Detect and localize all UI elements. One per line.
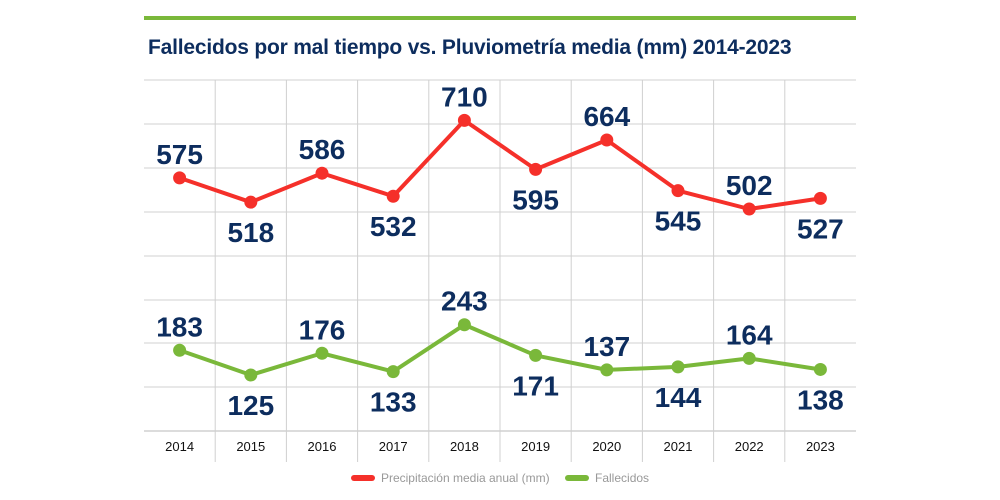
legend-label: Precipitación media anual (mm) <box>380 471 550 485</box>
data-point <box>386 189 400 203</box>
series-line-0 <box>178 118 821 211</box>
data-point <box>386 365 400 379</box>
x-tick-label: 2016 <box>308 439 337 454</box>
data-point <box>813 191 827 205</box>
data-point <box>457 113 471 127</box>
data-point <box>457 318 471 332</box>
data-label: 527 <box>797 213 844 244</box>
data-point <box>671 360 685 374</box>
legend-swatch-red <box>350 475 375 481</box>
data-point <box>742 351 756 365</box>
data-label: 664 <box>583 101 630 132</box>
data-label: 595 <box>512 184 559 215</box>
data-point <box>600 363 614 377</box>
data-label: 710 <box>441 81 488 112</box>
data-label: 575 <box>156 139 203 170</box>
data-label: 138 <box>797 384 844 415</box>
data-point <box>529 162 543 176</box>
data-point <box>244 195 258 209</box>
x-tick-label: 2019 <box>521 439 550 454</box>
chart-title: Fallecidos por mal tiempo vs. Pluviometr… <box>148 36 792 59</box>
legend-swatch-green <box>565 475 590 481</box>
data-point <box>173 171 187 185</box>
x-tick-label: 2017 <box>379 439 408 454</box>
data-label: 176 <box>299 314 346 345</box>
data-point <box>244 368 258 382</box>
x-tick-label: 2014 <box>165 439 194 454</box>
x-tick-label: 2022 <box>735 439 764 454</box>
data-point <box>529 348 543 362</box>
data-label: 137 <box>583 331 630 362</box>
x-tick-label: 2021 <box>664 439 693 454</box>
x-tick-label: 2015 <box>236 439 265 454</box>
legend-item-precipitation: Precipitación media anual (mm) <box>350 471 550 485</box>
series-line-1 <box>178 322 821 377</box>
data-label: 125 <box>227 390 274 421</box>
data-label: 133 <box>370 387 417 418</box>
x-tick-label: 2020 <box>592 439 621 454</box>
data-label: 171 <box>512 370 559 401</box>
data-point <box>671 184 685 198</box>
data-label: 243 <box>441 286 488 317</box>
data-label: 164 <box>726 319 773 350</box>
data-label: 183 <box>156 311 203 342</box>
data-point <box>315 166 329 180</box>
data-label: 532 <box>370 211 417 242</box>
data-label: 518 <box>227 217 274 248</box>
data-point <box>813 362 827 376</box>
legend: Precipitación media anual (mm) Fallecido… <box>0 470 1000 485</box>
data-point <box>600 133 614 147</box>
data-label: 545 <box>655 206 702 237</box>
data-point <box>315 346 329 360</box>
data-point <box>173 343 187 357</box>
data-point <box>742 202 756 216</box>
legend-label: Fallecidos <box>595 471 650 485</box>
legend-item-deaths: Fallecidos <box>565 471 649 485</box>
data-label: 144 <box>655 382 702 413</box>
top-accent-bar <box>144 16 856 20</box>
x-tick-label: 2018 <box>450 439 479 454</box>
data-label: 586 <box>299 134 346 165</box>
x-tick-label: 2023 <box>806 439 835 454</box>
data-label: 502 <box>726 170 773 201</box>
